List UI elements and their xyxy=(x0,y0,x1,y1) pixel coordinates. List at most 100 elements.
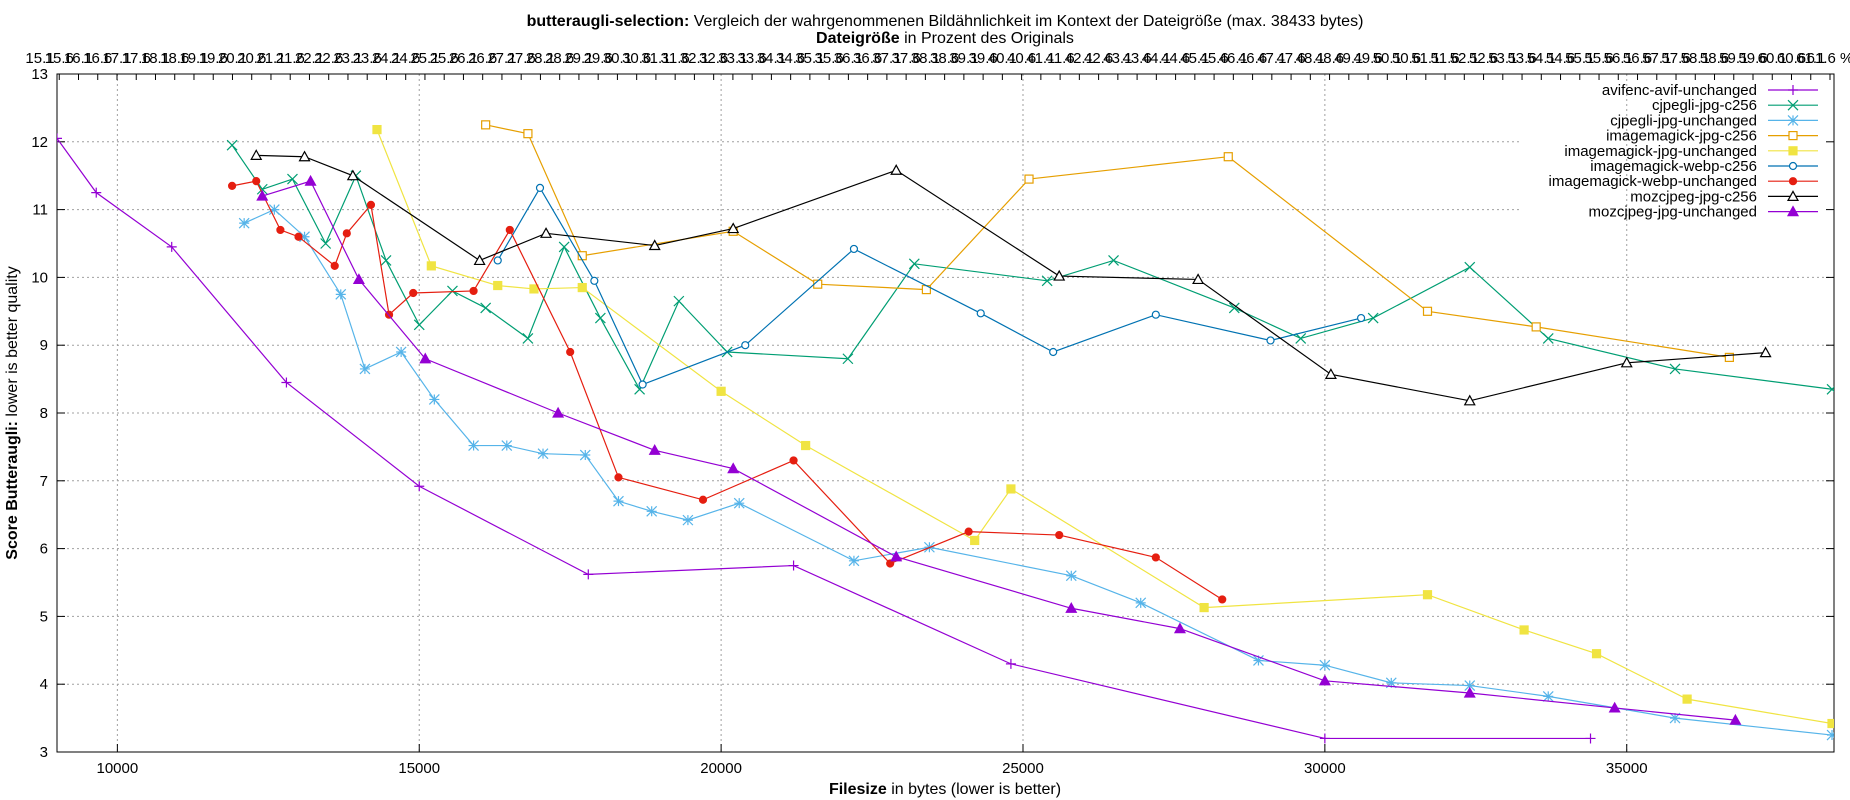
x2-tick-label: 47.6 xyxy=(1276,50,1305,67)
data-point xyxy=(583,569,594,580)
x2-tick-label: 55.1 xyxy=(1565,50,1594,67)
x-tick-label: 10000 xyxy=(97,760,139,777)
data-point xyxy=(1135,597,1147,609)
data-point xyxy=(473,254,486,266)
legend-marker xyxy=(1788,146,1798,156)
x2-tick-label: 40.1 xyxy=(988,50,1017,67)
x2-tick-label: 46.1 xyxy=(1219,50,1248,67)
y-tick-label: 8 xyxy=(40,405,48,422)
data-point xyxy=(91,187,102,198)
legend-marker xyxy=(1788,161,1798,171)
data-point xyxy=(1253,655,1264,666)
x2-tick-label: 41.1 xyxy=(1026,50,1055,67)
data-point xyxy=(1464,680,1476,691)
x2-tick-label: 21.6 xyxy=(276,50,305,67)
data-point xyxy=(426,261,436,271)
series-mozcjpeg-jpg-unchanged xyxy=(256,174,1742,725)
legend-marker xyxy=(1788,85,1798,95)
x2-tick-label: 26.1 xyxy=(449,50,478,67)
x2-tick-label: 52.6 xyxy=(1469,50,1498,67)
legend-label: cjpegli-jpg-unchanged xyxy=(1610,112,1757,129)
x2-tick-label: 32.6 xyxy=(699,50,728,67)
x2-tick-label: 37.1 xyxy=(872,50,901,67)
x2-tick-label: 57.1 xyxy=(1642,50,1671,67)
legend-label: mozcjpeg-jpg-c256 xyxy=(1630,188,1757,205)
x2-tick-label: 16.6 xyxy=(83,50,112,67)
data-point xyxy=(727,462,740,474)
x2-tick-label: 18.6 xyxy=(160,50,189,67)
data-point xyxy=(469,286,478,296)
x2-tick-label: 27.6 xyxy=(507,50,536,67)
y-tick-label: 11 xyxy=(32,202,48,219)
data-point xyxy=(558,241,570,253)
data-point xyxy=(522,332,534,344)
data-point xyxy=(414,481,425,492)
data-point xyxy=(1151,553,1160,562)
x2-tick-label: 43.6 xyxy=(1122,50,1151,67)
data-point xyxy=(789,456,798,465)
chart-subtitle: Dateigröße in Prozent des Originals xyxy=(816,30,1074,47)
data-point xyxy=(788,560,799,571)
x2-tick-label: 28.1 xyxy=(526,50,555,67)
x2-tick-label: 50.6 xyxy=(1392,50,1421,67)
data-point xyxy=(352,273,365,285)
x2-tick-label: 28.6 xyxy=(545,50,574,67)
x2-tick-label: 34.1 xyxy=(757,50,786,67)
y-tick-label: 9 xyxy=(40,337,48,354)
x2-tick-label: 59.1 xyxy=(1719,50,1748,67)
top-axis-percent: 15.115.616.116.617.117.618.118.619.119.6… xyxy=(25,50,1850,80)
x2-tick-label: 30.1 xyxy=(603,50,632,67)
series-line xyxy=(243,208,1833,736)
x2-tick-label: 42.6 xyxy=(1084,50,1113,67)
data-point xyxy=(1463,394,1476,406)
legend-label: cjpegli-jpg-c256 xyxy=(1652,97,1757,114)
legend-label: avifenc-avif-unchanged xyxy=(1602,82,1757,99)
data-point xyxy=(227,181,237,190)
x2-tick-label: 61.6 % xyxy=(1807,50,1850,67)
data-point xyxy=(1827,718,1834,729)
x2-tick-label: 29.6 xyxy=(584,50,613,67)
x2-tick-label: 59.6 xyxy=(1738,50,1767,67)
data-point xyxy=(238,217,250,229)
data-point xyxy=(970,535,980,546)
data-point xyxy=(842,353,854,365)
x2-tick-label: 38.1 xyxy=(911,50,940,67)
data-point xyxy=(976,309,985,318)
data-point xyxy=(1826,383,1834,395)
data-point xyxy=(294,232,303,241)
x2-tick-label: 55.6 xyxy=(1584,50,1613,67)
x2-tick-label: 19.6 xyxy=(199,50,228,67)
data-point xyxy=(579,449,591,461)
x2-tick-label: 32.1 xyxy=(680,50,709,67)
data-point xyxy=(646,505,658,517)
x2-tick-label: 34.6 xyxy=(776,50,805,67)
data-point xyxy=(529,284,539,294)
data-point xyxy=(1005,658,1016,669)
data-point xyxy=(1319,733,1330,744)
data-point xyxy=(505,225,514,235)
x2-tick-label: 25.1 xyxy=(410,50,439,67)
data-point xyxy=(1464,261,1476,273)
data-point xyxy=(682,514,694,526)
data-point xyxy=(848,555,860,567)
x-axis-label: Filesize in bytes (lower is better) xyxy=(829,781,1061,798)
x2-tick-label: 17.1 xyxy=(102,50,131,67)
legend-marker xyxy=(1787,99,1799,111)
data-point xyxy=(1682,694,1692,704)
x2-tick-label: 53.1 xyxy=(1488,50,1517,67)
data-point xyxy=(1422,590,1433,600)
data-point xyxy=(1367,312,1379,324)
legend-marker xyxy=(1786,205,1800,217)
x-tick-label: 30000 xyxy=(1304,760,1346,777)
x2-tick-label: 46.6 xyxy=(1238,50,1267,67)
data-point xyxy=(590,276,599,285)
series-avifenc-avif-unchanged xyxy=(57,133,1596,744)
y-tick-label: 12 xyxy=(31,134,48,151)
x2-tick-label: 39.6 xyxy=(969,50,998,67)
series-imagemagick-jpg-unchanged xyxy=(372,124,1834,729)
data-point xyxy=(256,189,269,201)
data-point xyxy=(1826,729,1834,741)
x2-tick-label: 58.1 xyxy=(1681,50,1710,67)
x2-tick-label: 53.6 xyxy=(1507,50,1536,67)
x2-tick-label: 25.6 xyxy=(430,50,459,67)
